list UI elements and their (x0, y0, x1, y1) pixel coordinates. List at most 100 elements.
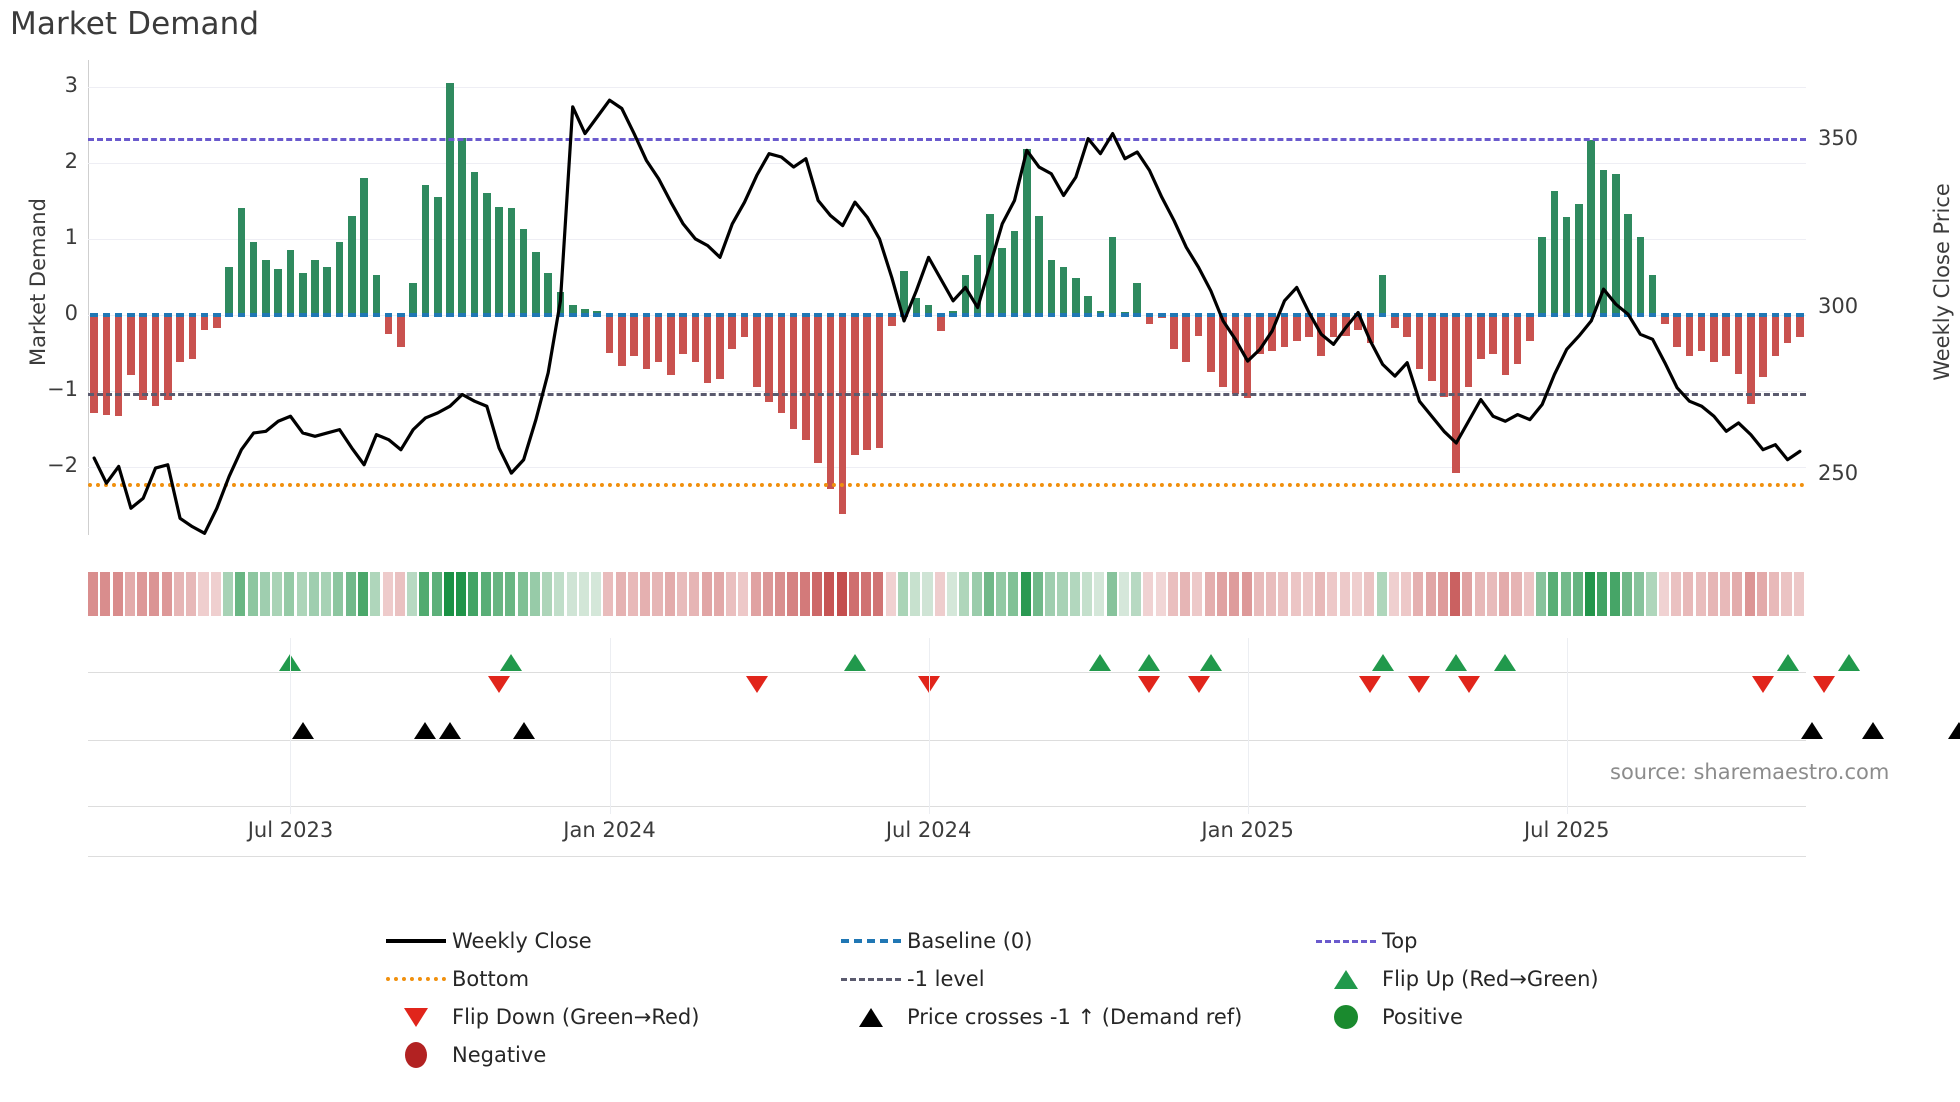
heat-cell (1671, 572, 1682, 616)
baseline-cap (176, 312, 184, 317)
flip-down-marker (1813, 676, 1836, 693)
demand-bar-positive (581, 308, 589, 315)
price-cross-marker (1801, 722, 1824, 739)
demand-bar-positive (1378, 275, 1387, 315)
heat-cell (1585, 572, 1596, 616)
baseline-cap (679, 312, 687, 317)
y-axis-right-tick: 250 (1818, 460, 1859, 485)
demand-bar-negative (826, 314, 835, 490)
demand-bar-negative (1329, 314, 1338, 338)
heat-cell (222, 572, 234, 616)
flip-up-marker (1371, 654, 1394, 671)
demand-bar-negative (1366, 314, 1375, 344)
baseline-cap (163, 312, 172, 317)
demand-bar-positive (409, 282, 417, 315)
legend-item[interactable]: Top (1310, 929, 1700, 953)
heat-cell (1609, 572, 1620, 616)
baseline-cap (1280, 312, 1289, 317)
y-axis-right-tick: 350 (1818, 126, 1859, 151)
baseline-cap (1722, 312, 1731, 317)
demand-bar-positive (1022, 148, 1031, 315)
baseline-cap (90, 312, 98, 317)
x-gridline (1566, 638, 1568, 814)
heat-cell (1560, 572, 1571, 616)
y-axis-right-tick: 300 (1818, 293, 1859, 318)
baseline-cap (1575, 312, 1583, 317)
baseline-cap (335, 312, 344, 317)
heat-cell (1388, 572, 1399, 616)
legend-item[interactable]: -1 level (835, 967, 1310, 991)
demand-bar-positive (249, 242, 258, 315)
demand-bar-negative (642, 314, 651, 370)
demand-bar-positive (446, 82, 454, 315)
lower-rule-2 (88, 856, 1806, 857)
baseline-cap (1084, 312, 1092, 317)
baseline-cap (1477, 312, 1485, 317)
heat-cell (1131, 572, 1142, 616)
heat-cell (186, 572, 197, 616)
demand-bar-negative (1783, 314, 1792, 344)
heat-cell (824, 572, 835, 616)
heat-cell (1621, 572, 1632, 616)
baseline-cap (593, 312, 602, 317)
legend-item[interactable]: Flip Down (Green→Red) (380, 1005, 835, 1029)
demand-bar-positive (237, 208, 246, 315)
demand-bar-negative (679, 314, 687, 355)
baseline-cap (1108, 312, 1117, 317)
demand-bar-negative (851, 314, 859, 456)
legend-item[interactable]: Bottom (380, 967, 835, 991)
heat-cell (971, 572, 982, 616)
baseline-cap (1342, 312, 1350, 317)
baseline-cap (1611, 312, 1620, 317)
legend-item[interactable]: Negative (380, 1042, 835, 1068)
legend-label: Positive (1382, 1005, 1463, 1029)
heat-cell (836, 572, 847, 616)
heat-cell (1266, 572, 1277, 616)
baseline-cap (740, 312, 749, 317)
chart-legend: Weekly Close Baseline (0) Top Bottom -1 leve… (380, 922, 1700, 1092)
source-attribution: source: sharemaestro.com (1610, 760, 1890, 784)
legend-label: Negative (452, 1043, 547, 1067)
baseline-cap (1022, 312, 1031, 317)
baseline-cap (433, 312, 442, 317)
x-gridline (609, 638, 611, 814)
demand-bar-negative (863, 314, 872, 450)
heat-cell (394, 572, 405, 616)
demand-bar-negative (1489, 314, 1497, 355)
demand-bar-negative (1440, 314, 1448, 397)
demand-bar-positive (1072, 278, 1080, 315)
heat-cell (259, 572, 270, 616)
demand-bar-positive (1611, 174, 1620, 315)
demand-bar-negative (213, 314, 221, 329)
main-gridline (88, 314, 1806, 316)
baseline-cap (1673, 312, 1681, 317)
baseline-cap (1292, 312, 1301, 317)
flip-down-marker (745, 676, 768, 693)
demand-bar-negative (1734, 314, 1743, 374)
heat-cell (578, 572, 589, 616)
line-solid-black-icon (380, 939, 452, 943)
baseline-cap (802, 312, 810, 317)
baseline-cap (1207, 312, 1215, 317)
legend-item[interactable]: Baseline (0) (835, 929, 1310, 953)
demand-bar-negative (728, 314, 737, 349)
demand-bar-positive (495, 206, 503, 315)
baseline-cap (568, 312, 577, 317)
price-cross-marker (1948, 722, 1960, 739)
demand-bar-negative (1759, 314, 1767, 377)
x-axis-tick: Jul 2023 (247, 818, 334, 842)
legend-item[interactable]: Positive (1310, 1005, 1700, 1029)
triangle-down-red-icon (380, 1007, 452, 1027)
heat-cell (1536, 572, 1547, 616)
demand-bar-negative (1661, 314, 1669, 324)
legend-item[interactable]: Flip Up (Red→Green) (1310, 967, 1700, 991)
heat-cell (272, 572, 283, 616)
x-axis-tick: Jan 2025 (1201, 818, 1294, 842)
baseline-cap (838, 312, 847, 317)
legend-item[interactable]: Weekly Close (380, 929, 835, 953)
baseline-cap (1526, 312, 1534, 317)
baseline-cap (924, 312, 933, 317)
demand-bar-negative (1256, 314, 1264, 355)
legend-item[interactable]: Price crosses -1 ↑ (Demand ref) (835, 1005, 1310, 1029)
heat-cell (897, 572, 908, 616)
